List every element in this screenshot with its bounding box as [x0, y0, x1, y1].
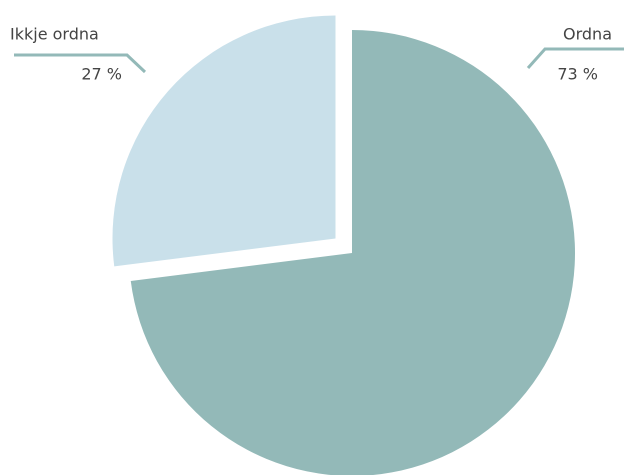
leader-line: [526, 47, 624, 70]
pie-slice: [112, 15, 336, 267]
slice-label: Ordna: [563, 25, 612, 44]
slice-value-label: 73 %: [557, 65, 598, 84]
leader-line: [14, 53, 147, 74]
slice-value-label: 27 %: [81, 65, 122, 84]
pie: [112, 15, 575, 475]
slice-label: Ikkje ordna: [10, 25, 99, 44]
pie-slice: [130, 30, 575, 475]
